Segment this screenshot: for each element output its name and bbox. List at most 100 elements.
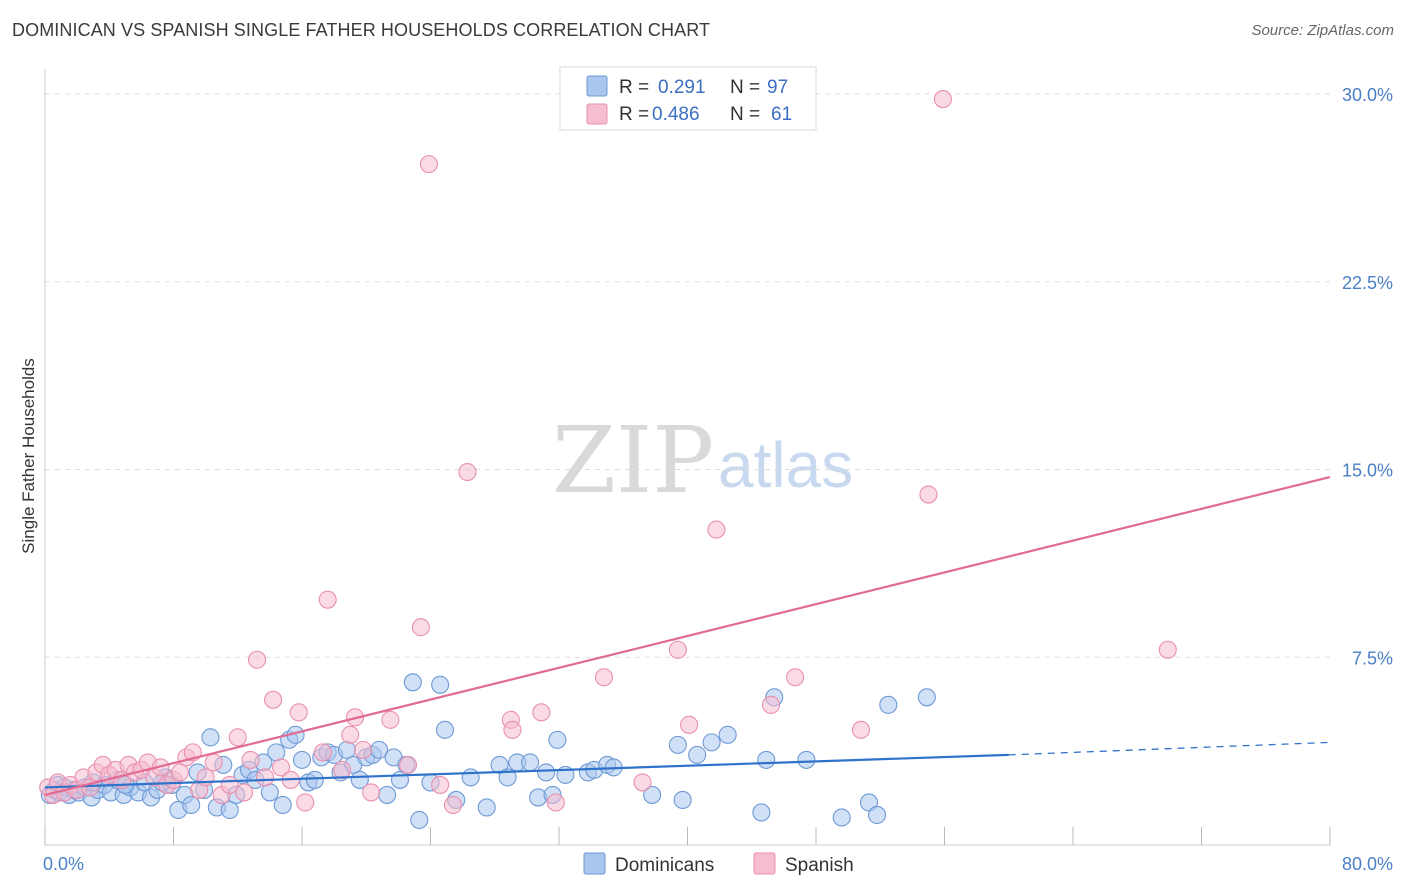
data-point-spanish-37 xyxy=(289,703,308,722)
data-point-spanish-67 xyxy=(1158,640,1177,659)
legend-r-value-1: 0.291 xyxy=(658,77,706,98)
data-point-spanish-38 xyxy=(296,793,315,812)
data-point-spanish-54 xyxy=(503,720,522,739)
chart-source: Source: ZipAtlas.com xyxy=(1251,22,1394,39)
data-point-dominicans-72 xyxy=(548,730,567,749)
data-point-spanish-39 xyxy=(313,743,332,762)
legend-swatch-dominicans xyxy=(586,75,608,97)
data-point-spanish-49 xyxy=(419,155,438,174)
data-point-spanish-35 xyxy=(272,758,291,777)
data-point-dominicans-42 xyxy=(305,770,324,789)
trend-line-dominicans xyxy=(44,753,1009,789)
trend-line-dominicans-extension xyxy=(1008,741,1331,756)
y-tick-label-0: 7.5% xyxy=(1352,648,1393,668)
axis-layer xyxy=(44,69,1331,846)
data-point-dominicans-29 xyxy=(220,800,239,820)
legend-n-label-2: N = xyxy=(730,104,760,125)
data-point-dominicans-87 xyxy=(797,750,816,769)
bottom-legend-swatch-spanish xyxy=(753,852,776,875)
y-tick-label-1: 15.0% xyxy=(1342,461,1393,481)
y-tick-label-2: 22.5% xyxy=(1342,273,1393,293)
data-point-spanish-64 xyxy=(851,720,871,739)
data-point-spanish-48 xyxy=(411,618,430,637)
data-point-spanish-60 xyxy=(680,715,699,734)
data-point-spanish-32 xyxy=(247,650,267,669)
data-point-spanish-58 xyxy=(633,773,652,792)
data-point-dominicans-64 xyxy=(477,798,496,817)
legend-n-value-1: 97 xyxy=(767,77,788,98)
points-layer xyxy=(39,89,1177,830)
data-point-dominicans-36 xyxy=(267,743,286,762)
data-point-dominicans-84 xyxy=(752,803,771,822)
bottom-legend-label-spanish: Spanish xyxy=(785,855,854,876)
data-point-dominicans-82 xyxy=(702,733,721,752)
y-tick-label-3: 30.0% xyxy=(1342,85,1393,105)
data-point-spanish-56 xyxy=(546,793,565,812)
legend-n-label-1: N = xyxy=(730,77,760,98)
data-point-dominicans-61 xyxy=(435,720,455,739)
data-point-dominicans-23 xyxy=(182,795,201,814)
data-point-spanish-31 xyxy=(241,750,260,769)
legend-r-value-2: 0.486 xyxy=(652,104,700,125)
watermark: ZIP atlas xyxy=(552,407,853,514)
data-point-dominicans-66 xyxy=(498,768,517,787)
data-point-dominicans-55 xyxy=(390,770,410,789)
data-point-spanish-63 xyxy=(786,668,805,687)
data-point-spanish-33 xyxy=(256,768,275,787)
data-point-dominicans-58 xyxy=(410,810,429,830)
data-point-spanish-59 xyxy=(668,640,687,659)
data-point-dominicans-92 xyxy=(917,688,936,707)
data-point-spanish-66 xyxy=(933,89,952,109)
watermark-atlas: atlas xyxy=(718,429,853,501)
data-point-spanish-51 xyxy=(443,795,463,814)
data-point-dominicans-26 xyxy=(201,728,220,747)
legend-r-label-2: R = xyxy=(619,104,649,125)
watermark-zip: ZIP xyxy=(552,407,714,514)
data-point-spanish-46 xyxy=(381,710,400,729)
data-point-spanish-29 xyxy=(228,728,247,747)
data-point-dominicans-90 xyxy=(867,805,887,825)
chart-title: DOMINICAN VS SPANISH SINGLE FATHER HOUSE… xyxy=(12,20,711,40)
data-point-dominicans-53 xyxy=(378,785,397,804)
data-point-spanish-57 xyxy=(594,668,614,687)
series-dominicans xyxy=(40,673,936,830)
y-axis-title: Single Father Households xyxy=(19,358,38,554)
bottom-legend: Dominicans Spanish xyxy=(583,852,854,876)
y-tick-labels: 7.5% 15.0% 22.5% 30.0% xyxy=(1342,85,1393,668)
data-point-spanish-25 xyxy=(196,768,215,787)
data-point-spanish-61 xyxy=(707,520,726,539)
data-point-dominicans-88 xyxy=(832,808,851,827)
data-point-dominicans-63 xyxy=(461,768,480,787)
data-point-dominicans-79 xyxy=(668,735,687,754)
data-point-spanish-47 xyxy=(398,755,418,774)
legend-r-label-1: R = xyxy=(619,77,649,98)
data-point-dominicans-70 xyxy=(537,763,556,782)
data-point-dominicans-80 xyxy=(673,790,692,809)
data-point-dominicans-35 xyxy=(260,783,279,802)
data-point-spanish-52 xyxy=(458,462,477,482)
data-point-dominicans-85 xyxy=(757,750,776,769)
data-point-dominicans-68 xyxy=(521,753,540,772)
data-point-spanish-62 xyxy=(761,695,781,714)
data-point-dominicans-81 xyxy=(688,745,707,764)
data-point-dominicans-78 xyxy=(643,785,662,804)
data-point-spanish-50 xyxy=(431,775,450,794)
legend-n-value-2: 61 xyxy=(771,104,792,125)
grid-layer xyxy=(45,93,1330,658)
data-point-spanish-44 xyxy=(353,740,373,759)
data-point-spanish-45 xyxy=(362,783,381,802)
bottom-legend-label-dominicans: Dominicans xyxy=(615,855,714,876)
data-point-spanish-40 xyxy=(318,590,337,609)
data-point-spanish-55 xyxy=(532,703,551,722)
data-point-dominicans-91 xyxy=(879,695,898,714)
data-point-dominicans-83 xyxy=(718,725,737,744)
data-point-spanish-34 xyxy=(264,690,283,709)
data-point-dominicans-47 xyxy=(337,740,357,759)
data-point-dominicans-40 xyxy=(292,750,312,769)
x-tick-label-max: 80.0% xyxy=(1342,854,1393,874)
data-point-spanish-65 xyxy=(919,485,938,504)
bottom-legend-swatch-dominicans xyxy=(583,852,606,875)
data-point-spanish-30 xyxy=(235,783,254,802)
